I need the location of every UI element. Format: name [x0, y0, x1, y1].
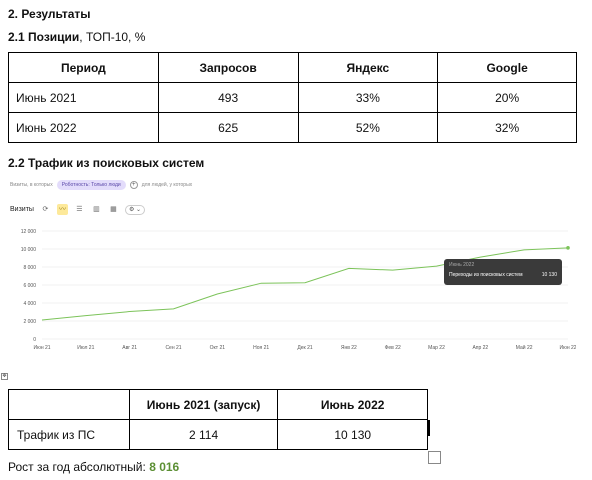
positions-table: Период Запросов Яндекс Google Июнь 2021 … — [8, 52, 577, 143]
section-title: 2. Результаты — [8, 7, 91, 21]
traffic-heading: 2.2 Трафик из поисковых систем — [8, 156, 205, 170]
y-tick-label: 10 000 — [21, 247, 37, 253]
x-tick-label: Май 22 — [516, 344, 533, 351]
x-tick-label: Июн 21 — [33, 345, 50, 351]
table-icon[interactable]: ▦ — [110, 206, 117, 213]
header-yandex: Яндекс — [297, 52, 439, 83]
bar-chart-icon[interactable]: ▥ — [93, 206, 100, 213]
cell-yandex: 52% — [297, 112, 439, 143]
table-move-handle-icon[interactable]: ✥ — [1, 373, 8, 380]
header-period: Период — [8, 52, 159, 83]
positions-heading-bold: 2.1 Позиции — [8, 30, 80, 44]
metric-label: Визиты — [10, 206, 34, 213]
header-june-2022: Июнь 2022 — [277, 389, 428, 420]
growth-value: 8 016 — [149, 460, 180, 474]
y-tick-label: 0 — [33, 337, 36, 343]
positions-heading-rest: , ТОП-10, % — [79, 30, 146, 44]
tooltip-series: Переходы из поисковых систем — [449, 272, 523, 278]
x-tick-label: Янв 22 — [341, 345, 357, 351]
table-row: Июнь 2022 625 52% 32% — [8, 112, 577, 143]
segment-chip[interactable]: Роботность: Только люди — [56, 180, 126, 190]
cell-yandex: 33% — [297, 82, 439, 113]
chart-tooltip: Июнь 2022 Переходы из поисковых систем 1… — [444, 259, 562, 285]
cell-google: 20% — [437, 82, 577, 113]
series-line — [41, 247, 569, 321]
y-tick-label: 2 000 — [23, 319, 36, 325]
refresh-icon[interactable]: ⟳ — [42, 206, 49, 213]
x-tick-label: Июл 21 — [77, 345, 94, 351]
data-point — [566, 246, 570, 250]
cell-june-2022: 10 130 — [277, 419, 428, 450]
cell-queries: 625 — [157, 112, 299, 143]
cell-june-2021: 2 114 — [128, 419, 279, 450]
add-segment-icon[interactable]: + — [129, 181, 138, 189]
table-row: Трафик из ПС 2 114 10 130 — [8, 419, 428, 450]
cell-queries: 493 — [157, 82, 299, 113]
y-tick-label: 6 000 — [23, 283, 36, 289]
x-tick-label: Сен 21 — [165, 345, 181, 351]
cell-period: Июнь 2022 — [8, 112, 159, 143]
cell-period: Июнь 2021 — [8, 82, 159, 113]
segment-label: Визиты, в которых — [10, 182, 53, 188]
traffic-summary-table: Июнь 2021 (запуск) Июнь 2022 Трафик из П… — [8, 389, 428, 450]
table-header-row: Июнь 2021 (запуск) Июнь 2022 — [8, 389, 428, 420]
text-cursor — [428, 420, 430, 436]
x-tick-label: Ноя 21 — [253, 345, 269, 351]
x-tick-label: Окт 21 — [210, 345, 226, 351]
chart-toolbar: Визиты ⟳ 〰 ☰ ▥ ▦ ⚙ ⌄ — [10, 204, 146, 215]
y-tick-label: 8 000 — [23, 265, 36, 271]
y-tick-label: 12 000 — [21, 229, 37, 235]
header-june-2021: Июнь 2021 (запуск) — [128, 389, 279, 420]
traffic-line-chart: 0 2 000 4 000 6 000 8 000 10 000 12 000 Июн 21 И… — [21, 229, 576, 351]
growth-line: Рост за год абсолютный: 8 016 — [8, 460, 179, 474]
x-tick-label: Дек 21 — [297, 345, 313, 351]
header-queries: Запросов — [157, 52, 299, 83]
positions-heading: 2.1 Позиции, ТОП-10, % — [8, 30, 145, 44]
table-resize-handle[interactable] — [428, 451, 441, 464]
y-tick-label: 4 000 — [23, 301, 36, 307]
x-tick-label: Июн 22 — [559, 345, 576, 351]
tooltip-date: Июнь 2022 — [449, 262, 475, 268]
cell-row-label: Трафик из ПС — [8, 419, 130, 450]
x-tick-label: Авг 21 — [122, 345, 137, 351]
tooltip-value: 10 130 — [541, 272, 557, 278]
table-header-row: Период Запросов Яндекс Google — [8, 52, 577, 83]
line-chart-icon[interactable]: 〰 — [56, 204, 68, 215]
segment-row: Визиты, в которых Роботность: Только люд… — [10, 180, 192, 190]
x-tick-label: Фев 22 — [385, 345, 401, 351]
segment-add-label: для людей, у которых — [141, 182, 193, 188]
growth-label: Рост за год абсолютный: — [8, 460, 146, 474]
cell-google: 32% — [437, 112, 577, 143]
stacked-icon[interactable]: ☰ — [76, 206, 83, 213]
table-row: Июнь 2021 493 33% 20% — [8, 82, 577, 113]
x-tick-label: Мар 22 — [428, 345, 445, 351]
x-tick-label: Апр 22 — [472, 345, 488, 351]
settings-dropdown[interactable]: ⚙ ⌄ — [124, 204, 146, 215]
header-empty — [8, 389, 130, 420]
header-google: Google — [437, 52, 577, 83]
